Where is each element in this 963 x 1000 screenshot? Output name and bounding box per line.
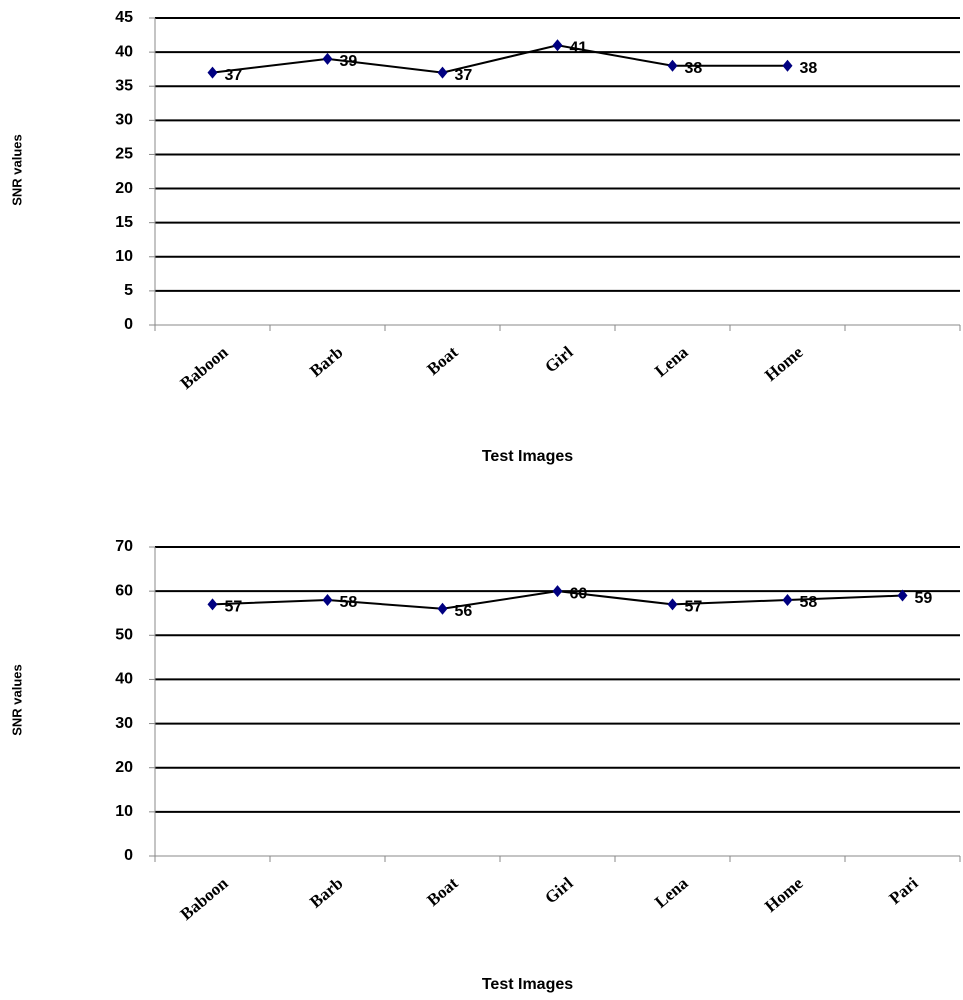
- x-tick-label: Pari: [886, 873, 922, 908]
- data-label: 58: [800, 594, 818, 611]
- y-tick-label: 20: [115, 180, 133, 197]
- x-tick-label: Boat: [423, 873, 462, 910]
- chart-page: 0 5 10 15 20 25 30 35 40 45 SNR values Test Images B…: [0, 0, 963, 1000]
- data-point: [323, 53, 333, 65]
- y-axis-title: SNR values: [9, 134, 24, 206]
- y-tick-label: 0: [124, 316, 133, 333]
- y-tick-label: 50: [115, 627, 133, 644]
- data-point: [438, 603, 448, 615]
- y-tick-label: 35: [115, 77, 133, 94]
- x-tick-label: Barb: [306, 343, 346, 381]
- y-tick-label: 45: [115, 9, 133, 26]
- y-tick-label: 40: [115, 671, 133, 688]
- data-label: 39: [340, 53, 358, 70]
- data-label: 60: [570, 585, 588, 602]
- data-point: [208, 598, 218, 610]
- y-tick-label: 25: [115, 146, 133, 163]
- y-tick-label: 15: [115, 214, 133, 231]
- data-label: 38: [685, 60, 703, 77]
- y-tick-label: 20: [115, 759, 133, 776]
- y-tick-label: 30: [115, 715, 133, 732]
- x-axis-title: Test Images: [482, 976, 573, 993]
- data-label: 57: [225, 599, 243, 616]
- y-tick-label: 0: [124, 847, 133, 864]
- data-point: [783, 60, 793, 72]
- data-point: [668, 60, 678, 72]
- x-tick-label: Home: [761, 342, 807, 385]
- data-point: [783, 594, 793, 606]
- data-point: [668, 598, 678, 610]
- data-label: 59: [915, 590, 933, 607]
- data-label: 57: [685, 599, 703, 616]
- x-tick-label: Boat: [423, 342, 462, 379]
- y-tick-label: 70: [115, 538, 133, 555]
- x-tick-label: Girl: [541, 342, 577, 376]
- y-tick-label: 10: [115, 803, 133, 820]
- x-tick-label: Girl: [541, 873, 577, 907]
- y-tick-label: 40: [115, 43, 133, 60]
- data-label: 58: [340, 594, 358, 611]
- page: {"chart_data": [ {"type": "line", "y_lab…: [0, 0, 963, 1000]
- x-tick-label: Baboon: [177, 342, 232, 393]
- data-point: [553, 39, 563, 51]
- y-tick-label: 30: [115, 112, 133, 129]
- data-point: [553, 585, 563, 597]
- y-tick-label: 60: [115, 582, 133, 599]
- data-label: 37: [225, 67, 243, 84]
- data-point: [438, 67, 448, 79]
- data-label: 41: [570, 40, 588, 57]
- y-tick-label: 10: [115, 248, 133, 265]
- x-tick-label: Barb: [306, 874, 346, 912]
- data-point: [323, 594, 333, 606]
- x-tick-label: Lena: [651, 873, 692, 912]
- data-label: 37: [455, 67, 473, 84]
- data-point: [208, 67, 218, 79]
- y-axis-title: SNR values: [9, 664, 24, 736]
- x-tick-label: Lena: [651, 342, 692, 381]
- x-tick-label: Baboon: [177, 873, 232, 924]
- y-tick-label: 5: [124, 282, 133, 299]
- x-tick-label: Home: [761, 873, 807, 916]
- x-axis-title: Test Images: [482, 448, 573, 465]
- data-label: 38: [800, 60, 818, 77]
- data-label: 56: [455, 603, 473, 620]
